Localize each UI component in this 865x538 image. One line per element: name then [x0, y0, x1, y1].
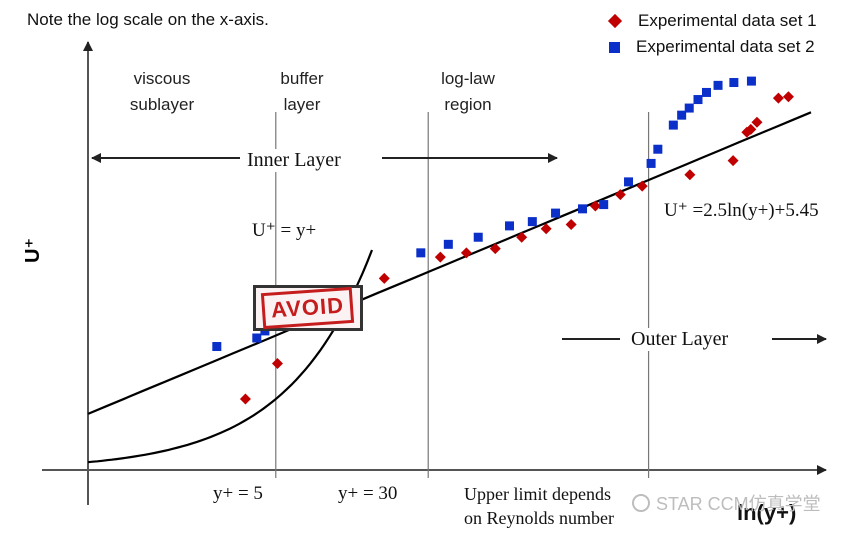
data-point-set1 [741, 126, 753, 138]
data-point-set1 [516, 231, 528, 243]
data-point-set2 [713, 80, 723, 90]
avoid-stamp-text: AVOID [261, 286, 355, 330]
data-point-set2 [684, 103, 694, 113]
data-point-set2 [252, 333, 262, 343]
upper-limit-line1: Upper limit depends [464, 484, 611, 504]
data-point-set2 [551, 208, 561, 218]
region-label-buffer: buffer layer [252, 66, 352, 118]
linear-law-label: U⁺ = y+ [252, 220, 317, 241]
region-label-loglaw-line2: region [444, 95, 492, 114]
data-point-set1 [751, 116, 763, 128]
data-point-set2 [624, 177, 634, 187]
data-point-set1 [782, 91, 794, 103]
diamond-marker-icon [607, 13, 623, 29]
data-point-set1 [727, 155, 739, 167]
region-label-loglaw-line1: log-law [441, 69, 495, 88]
legend-label-set-1: Experimental data set 1 [638, 11, 817, 30]
data-point-set2 [578, 204, 588, 214]
chart-legend: Experimental data set 1 Experimental dat… [607, 8, 817, 60]
data-point-set2 [473, 232, 483, 242]
data-point-set2 [443, 239, 453, 249]
data-point-set2 [653, 144, 663, 154]
data-point-set1 [239, 393, 251, 405]
data-point-set1 [565, 218, 577, 230]
data-point-set1 [614, 189, 626, 201]
data-point-set1 [489, 243, 501, 255]
data-point-set1 [540, 223, 552, 235]
region-label-viscous-line1: viscous [133, 69, 191, 88]
data-point-set1 [684, 169, 696, 181]
data-point-set2 [416, 248, 426, 258]
data-point-set2 [646, 158, 656, 168]
watermark: STAR CCM仿真学堂 [632, 490, 821, 516]
legend-entry-set-2: Experimental data set 2 [608, 34, 817, 60]
data-point-set2 [729, 78, 739, 88]
square-marker-icon [609, 41, 620, 53]
data-point-set2 [599, 200, 609, 210]
data-point-set1 [772, 92, 784, 104]
data-point-set1 [460, 247, 472, 259]
y-axis-label: U⁺ [22, 238, 44, 263]
avoid-stamp: AVOID [253, 285, 363, 331]
legend-entry-set-1: Experimental data set 1 [607, 8, 817, 34]
wechat-icon [632, 494, 650, 512]
data-point-set1 [271, 358, 283, 370]
data-point-set2 [505, 221, 515, 231]
log-scale-note: Note the log scale on the x-axis. [27, 10, 269, 29]
outer-layer-label: Outer Layer [627, 328, 733, 351]
inner-layer-label: Inner Layer [243, 149, 345, 172]
x-axis-label: ln(y+) [737, 500, 797, 525]
data-point-set2 [701, 87, 711, 97]
data-point-set1 [378, 272, 390, 284]
legend-label-set-2: Experimental data set 2 [636, 37, 815, 56]
region-label-viscous-line2: sublayer [129, 95, 195, 114]
data-point-set1 [636, 180, 648, 192]
log-law-label: U⁺ =2.5ln(y+)+5.45 [664, 200, 819, 221]
log-law-curve [87, 111, 812, 415]
data-point-set1 [589, 200, 601, 212]
data-point-set2 [693, 95, 703, 105]
x-tick-label-5: y+ = 5 [213, 483, 263, 504]
region-label-buffer-line1: buffer [280, 69, 324, 88]
linear-sublayer-curve [87, 249, 374, 464]
data-point-set2 [668, 120, 678, 130]
data-point-set2 [527, 217, 537, 227]
data-point-set2 [677, 110, 687, 120]
x-tick-label-30: y+ = 30 [338, 483, 398, 504]
upper-limit-label: Upper limit depends on Reynolds number [464, 482, 614, 530]
watermark-text: STAR CCM仿真学堂 [656, 494, 821, 514]
data-point-set1 [434, 251, 446, 263]
region-label-loglaw: log-law region [418, 66, 518, 118]
upper-limit-line2: on Reynolds number [464, 508, 614, 528]
region-label-viscous: viscous sublayer [112, 66, 212, 118]
data-point-set2 [212, 342, 222, 352]
region-label-buffer-line2: layer [283, 95, 321, 114]
data-point-set2 [746, 76, 756, 86]
data-point-set1 [745, 123, 757, 135]
